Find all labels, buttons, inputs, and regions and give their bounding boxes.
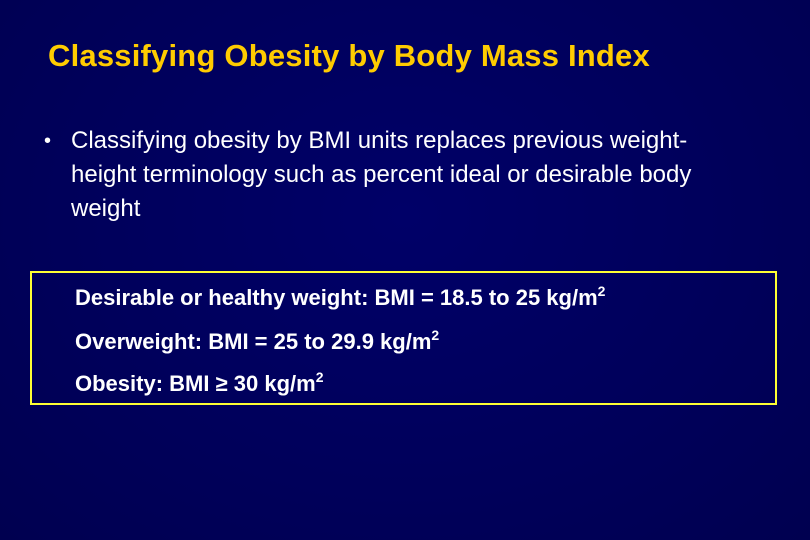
definition-healthy-weight: Desirable or healthy weight: BMI = 18.5 … — [75, 283, 606, 311]
bullet-item: • Classifying obesity by BMI units repla… — [44, 124, 744, 226]
definition-superscript: 2 — [315, 369, 324, 385]
bullet-marker: • — [44, 130, 52, 152]
definition-text: Desirable or healthy weight: BMI = 18.5 … — [75, 285, 598, 310]
bullet-text: Classifying obesity by BMI units replace… — [71, 127, 692, 222]
definition-superscript: 2 — [431, 327, 440, 343]
slide-title: Classifying Obesity by Body Mass Index — [48, 38, 650, 73]
bmi-definitions-box: Desirable or healthy weight: BMI = 18.5 … — [30, 271, 777, 405]
definition-text: Obesity: BMI ≥ 30 kg/m — [75, 371, 316, 396]
definition-superscript: 2 — [597, 283, 606, 299]
definition-text: Overweight: BMI = 25 to 29.9 kg/m — [75, 329, 432, 354]
definition-overweight: Overweight: BMI = 25 to 29.9 kg/m2 — [75, 327, 440, 355]
definition-obesity: Obesity: BMI ≥ 30 kg/m2 — [75, 369, 324, 397]
